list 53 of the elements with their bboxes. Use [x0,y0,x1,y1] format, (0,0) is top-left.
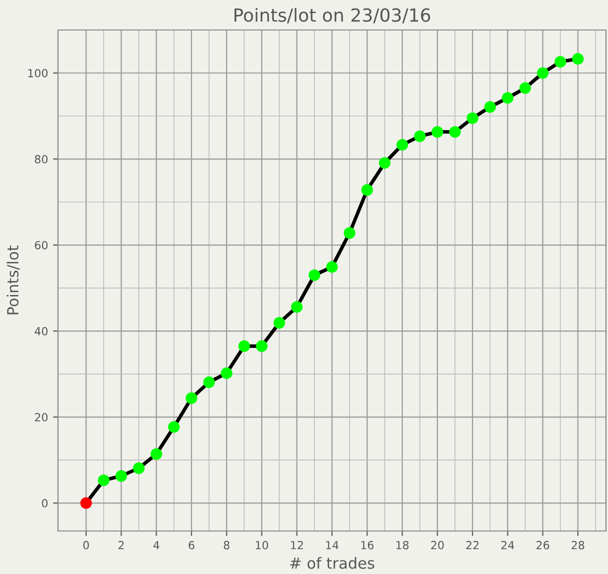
point [326,261,338,273]
point [378,157,390,169]
point [432,126,444,138]
point [80,497,92,509]
x-tick-label: 8 [224,540,230,550]
point [238,340,250,352]
y-tick-label: 60 [34,240,48,250]
x-tick-label: 20 [431,540,444,550]
point [396,139,408,151]
point [344,227,356,239]
point [308,269,320,281]
x-tick-label: 0 [83,540,89,550]
point [150,448,162,460]
point [168,421,180,433]
x-tick-label: 16 [361,540,374,550]
point [291,301,303,313]
y-tick-label: 80 [34,154,48,164]
point [256,340,268,352]
point [554,56,566,68]
x-tick-label: 2 [118,540,124,550]
x-tick-label: 4 [153,541,160,550]
point [484,101,496,113]
point [414,130,426,142]
point [203,376,215,388]
x-tick-label: 12 [291,540,303,550]
x-tick-label: 14 [326,541,338,550]
y-tick-label: 100 [28,68,48,78]
point [220,367,232,379]
x-tick-label: 24 [501,540,514,550]
point [98,474,110,486]
point [449,126,461,138]
x-tick-label: 28 [572,540,584,550]
y-tick-label: 40 [34,327,48,336]
x-tick-label: 26 [536,540,550,550]
x-axis-title: # of trades [290,557,374,569]
point [536,67,549,79]
point [132,462,145,474]
y-tick-label: 20 [34,413,48,422]
chart-title: Points/lot on 23/03/16 [234,8,430,24]
x-tick-label: 10 [256,540,268,550]
point [361,184,373,196]
x-tick-label: 6 [188,540,194,550]
y-axis-title: Points/lot [6,246,20,314]
y-tick-label: 0 [42,499,48,508]
point [572,53,584,65]
x-tick-label: 22 [466,540,478,550]
x-tick-label: 18 [396,540,409,550]
point [502,92,514,104]
point [519,82,532,94]
point [274,317,286,329]
point [466,112,478,124]
point [115,470,128,482]
point [186,392,198,404]
